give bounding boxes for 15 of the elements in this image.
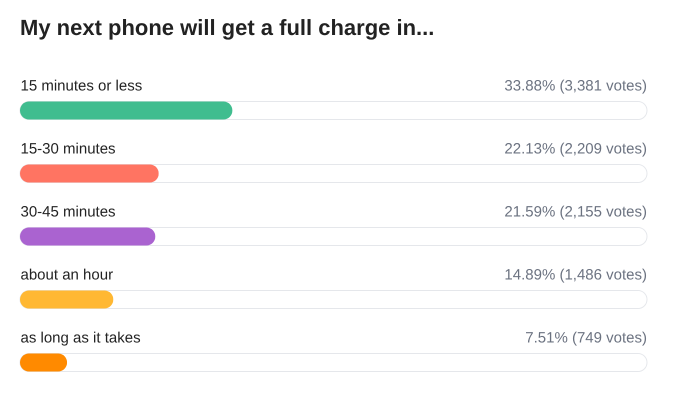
- chart-title: My next phone will get a full charge in...: [20, 15, 434, 40]
- bar: [20, 227, 156, 246]
- bar: [20, 164, 159, 183]
- y-tick-label: as long as it takes: [20, 330, 141, 346]
- data-label: 21.59% (2,155 votes): [504, 204, 647, 220]
- y-tick-label: 15 minutes or less: [20, 78, 142, 94]
- y-tick-label: about an hour: [20, 266, 114, 284]
- data-label: 14.89% (1,486 votes): [504, 266, 647, 284]
- data-label: 7.51% (749 votes): [525, 330, 647, 346]
- y-tick-label: 15-30 minutes: [20, 140, 116, 158]
- bar: [20, 290, 114, 309]
- data-label: 33.88% (3,381 votes): [504, 78, 647, 94]
- bar: [20, 353, 68, 372]
- data-label: 22.13% (2,209 votes): [504, 140, 647, 158]
- y-tick-label: 30-45 minutes: [20, 204, 116, 220]
